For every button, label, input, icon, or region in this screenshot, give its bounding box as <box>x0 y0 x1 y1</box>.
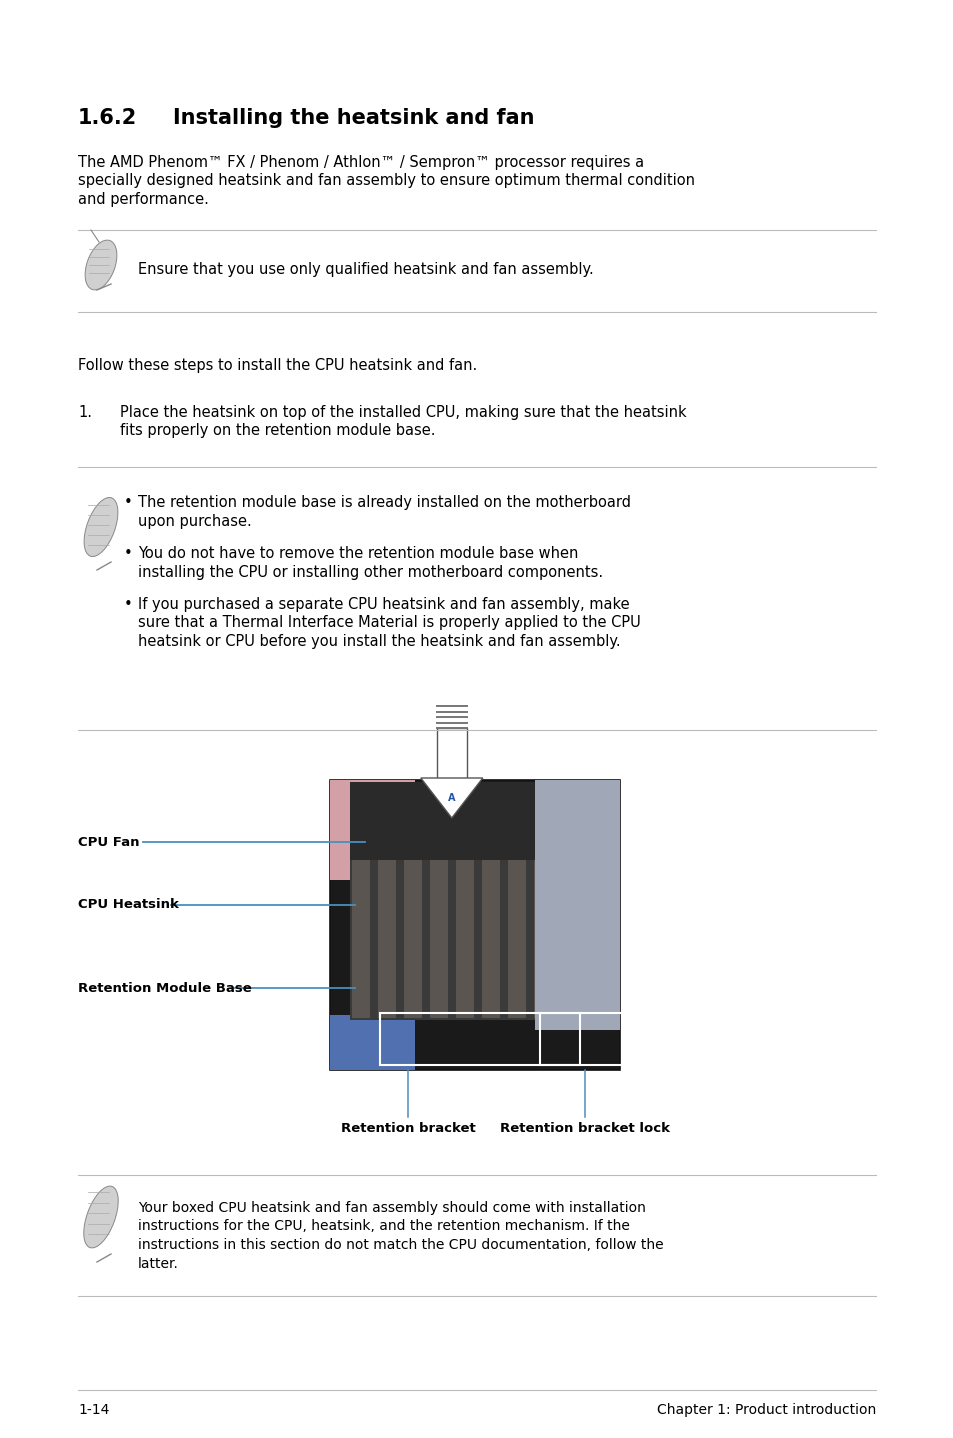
Text: specially designed heatsink and fan assembly to ensure optimum thermal condition: specially designed heatsink and fan asse… <box>78 174 695 188</box>
Ellipse shape <box>85 240 117 290</box>
Text: latter.: latter. <box>138 1257 179 1271</box>
Text: Your boxed CPU heatsink and fan assembly should come with installation: Your boxed CPU heatsink and fan assembly… <box>138 1201 645 1215</box>
Text: instructions for the CPU, heatsink, and the retention mechanism. If the: instructions for the CPU, heatsink, and … <box>138 1219 629 1234</box>
Text: 1-14: 1-14 <box>78 1403 110 1416</box>
Text: CPU Heatsink: CPU Heatsink <box>78 899 179 912</box>
Text: A: A <box>448 792 456 802</box>
Bar <box>330 779 619 1070</box>
Text: sure that a Thermal Interface Material is properly applied to the CPU: sure that a Thermal Interface Material i… <box>138 615 640 630</box>
Bar <box>403 858 421 1018</box>
Text: instructions in this section do not match the CPU documentation, follow the: instructions in this section do not matc… <box>138 1238 663 1252</box>
Text: upon purchase.: upon purchase. <box>138 513 252 529</box>
Text: If you purchased a separate CPU heatsink and fan assembly, make: If you purchased a separate CPU heatsink… <box>138 597 629 613</box>
Text: •: • <box>124 546 132 561</box>
Ellipse shape <box>84 1186 118 1248</box>
Text: heatsink or CPU before you install the heatsink and fan assembly.: heatsink or CPU before you install the h… <box>138 634 620 649</box>
Text: You do not have to remove the retention module base when: You do not have to remove the retention … <box>138 546 578 561</box>
Text: installing the CPU or installing other motherboard components.: installing the CPU or installing other m… <box>138 565 602 580</box>
Bar <box>352 858 370 1018</box>
Bar <box>377 858 395 1018</box>
Text: 1.: 1. <box>78 406 91 420</box>
Text: Retention Module Base: Retention Module Base <box>78 982 252 995</box>
Text: The AMD Phenom™ FX / Phenom / Athlon™ / Sempron™ processor requires a: The AMD Phenom™ FX / Phenom / Athlon™ / … <box>78 155 643 170</box>
Ellipse shape <box>84 498 118 557</box>
Bar <box>534 858 552 1018</box>
Bar <box>350 840 579 1020</box>
Bar <box>330 779 415 880</box>
Text: Installing the heatsink and fan: Installing the heatsink and fan <box>172 108 534 128</box>
Text: Chapter 1: Product introduction: Chapter 1: Product introduction <box>656 1403 875 1416</box>
Bar <box>535 779 619 1030</box>
Text: fits properly on the retention module base.: fits properly on the retention module ba… <box>120 424 435 439</box>
Text: and performance.: and performance. <box>78 193 209 207</box>
Bar <box>379 1012 579 1066</box>
Bar <box>330 1015 415 1070</box>
Bar <box>350 782 550 860</box>
Text: 1.6.2: 1.6.2 <box>78 108 137 128</box>
Text: Retention bracket: Retention bracket <box>340 1122 475 1135</box>
Polygon shape <box>420 778 482 818</box>
Text: Retention bracket lock: Retention bracket lock <box>499 1122 669 1135</box>
Text: Ensure that you use only qualified heatsink and fan assembly.: Ensure that you use only qualified heats… <box>138 262 593 278</box>
Text: Place the heatsink on top of the installed CPU, making sure that the heatsink: Place the heatsink on top of the install… <box>120 406 686 420</box>
Text: CPU Fan: CPU Fan <box>78 835 139 848</box>
Bar <box>456 858 474 1018</box>
Bar <box>539 1012 624 1066</box>
Bar <box>507 858 525 1018</box>
Bar <box>436 728 466 779</box>
Text: Follow these steps to install the CPU heatsink and fan.: Follow these steps to install the CPU he… <box>78 358 476 372</box>
Bar <box>481 858 499 1018</box>
Text: •: • <box>124 495 132 510</box>
Text: The retention module base is already installed on the motherboard: The retention module base is already ins… <box>138 495 630 510</box>
Bar <box>430 858 448 1018</box>
Text: •: • <box>124 597 132 613</box>
